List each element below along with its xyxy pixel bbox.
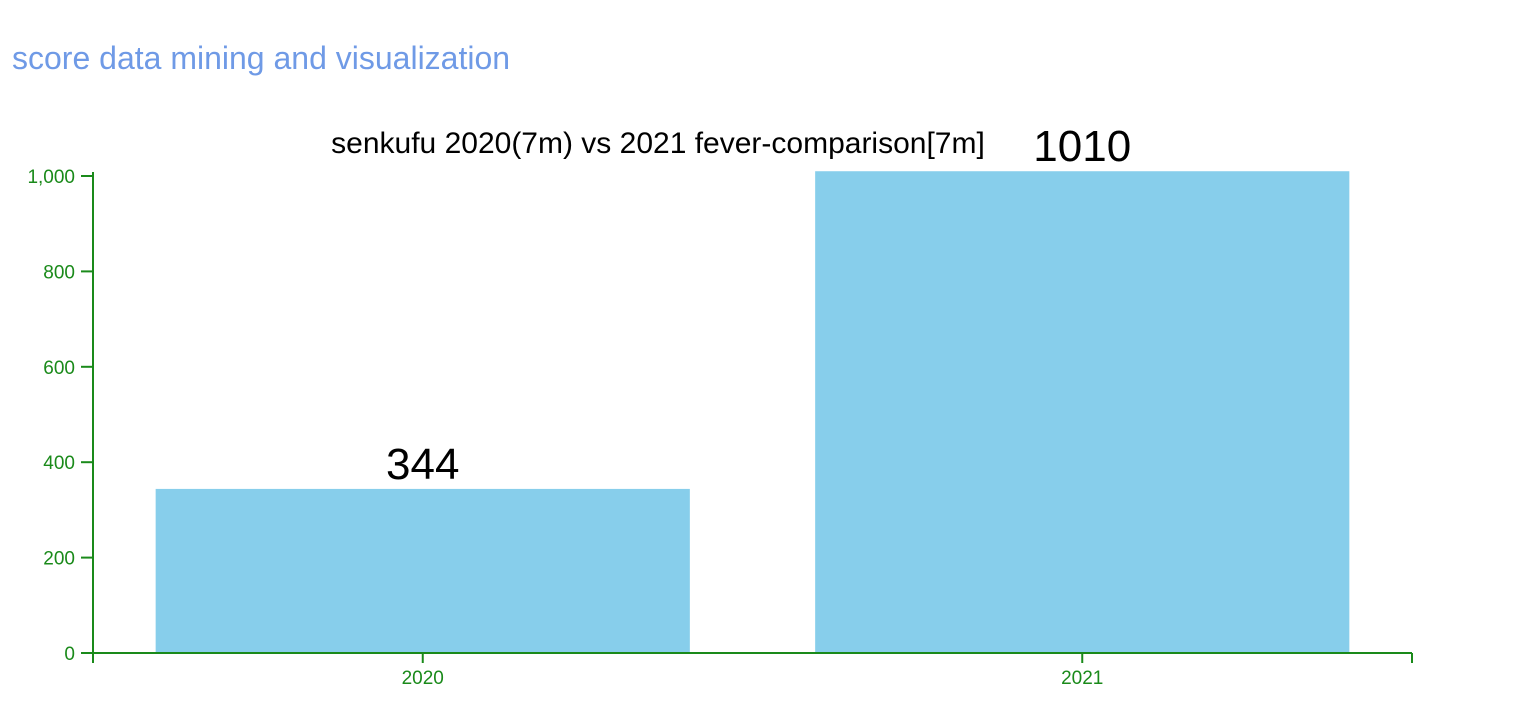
- data-label-2021: 1010: [1033, 122, 1131, 171]
- y-tick-label: 1,000: [27, 167, 75, 188]
- data-label-2020: 344: [386, 440, 459, 489]
- data-labels-group: 344 1010: [386, 122, 1131, 489]
- bar-2021: [815, 171, 1350, 654]
- x-tick-label: 2020: [402, 668, 444, 689]
- y-axis: 0 200 400 600 800 1,000: [27, 167, 94, 665]
- x-axis: 2020 2021: [92, 652, 1413, 689]
- y-tick-label: 400: [43, 453, 75, 474]
- y-tick-label: 200: [43, 549, 75, 570]
- bars-group: [155, 171, 1350, 654]
- y-tick-label: 600: [43, 358, 75, 379]
- page-title: score data mining and visualization: [12, 40, 511, 76]
- bar-2020: [155, 488, 690, 653]
- chart-title: senkufu 2020(7m) vs 2021 fever-compariso…: [331, 127, 985, 160]
- x-tick-label: 2021: [1061, 668, 1103, 689]
- y-tick-label: 800: [43, 262, 75, 283]
- y-tick-label: 0: [64, 644, 75, 665]
